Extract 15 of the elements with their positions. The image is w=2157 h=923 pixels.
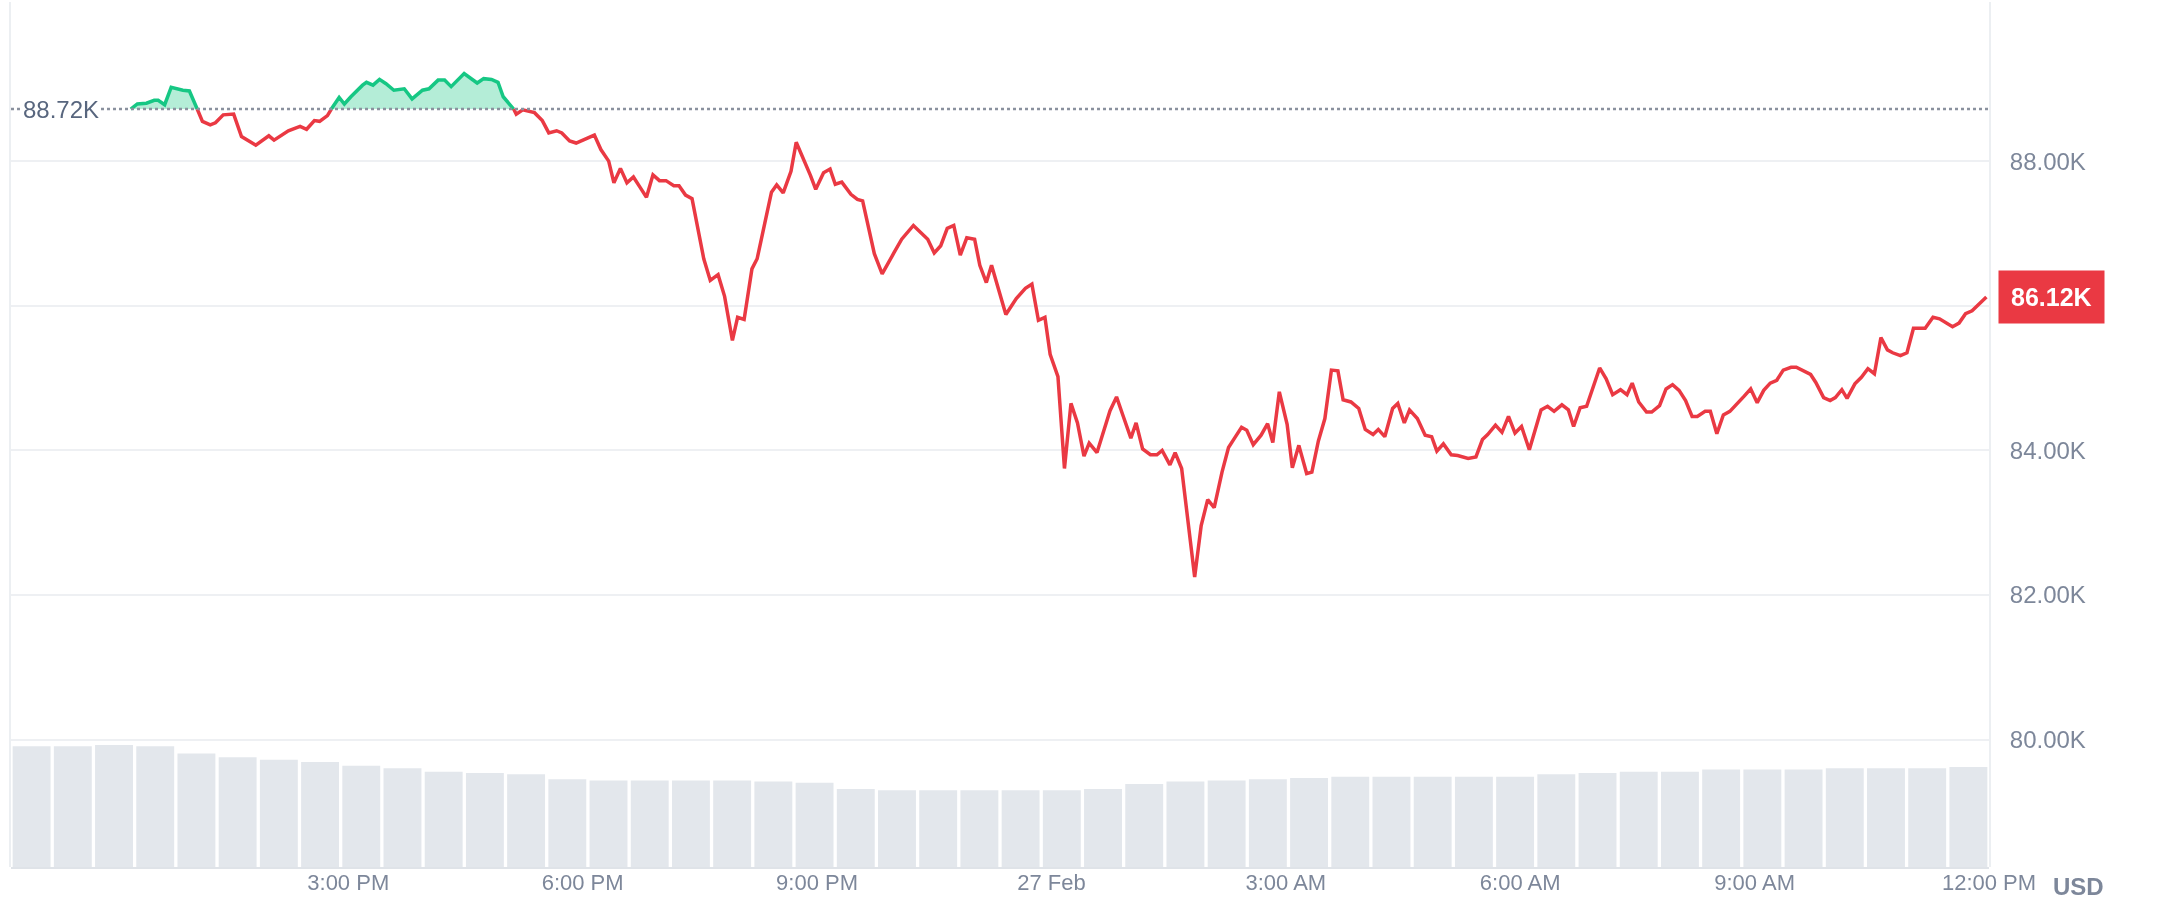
ref-line-label: 88.72K [23, 96, 100, 123]
x-tick-label: 6:00 PM [541, 870, 624, 895]
x-tick-label: 9:00 PM [776, 870, 859, 895]
y-tick-label: 88.00K [2009, 147, 2086, 175]
text: USD [2053, 873, 2104, 900]
y-tick-label: 80.00K [2009, 726, 2086, 754]
x-tick-label: 27 Feb [1017, 870, 1086, 895]
x-tick-label: 12:00 PM [1941, 870, 2037, 895]
x-tick-label: 3:00 AM [1245, 870, 1327, 895]
x-tick-label: 3:00 PM [307, 870, 390, 895]
annotation: 86.12K [2011, 283, 2092, 311]
y-tick-label: 84.00K [2009, 436, 2086, 464]
x-tick-label: 6:00 AM [1479, 870, 1561, 895]
y-tick-label: 82.00K [2009, 581, 2086, 609]
x-tick-label: 9:00 AM [1714, 870, 1795, 895]
